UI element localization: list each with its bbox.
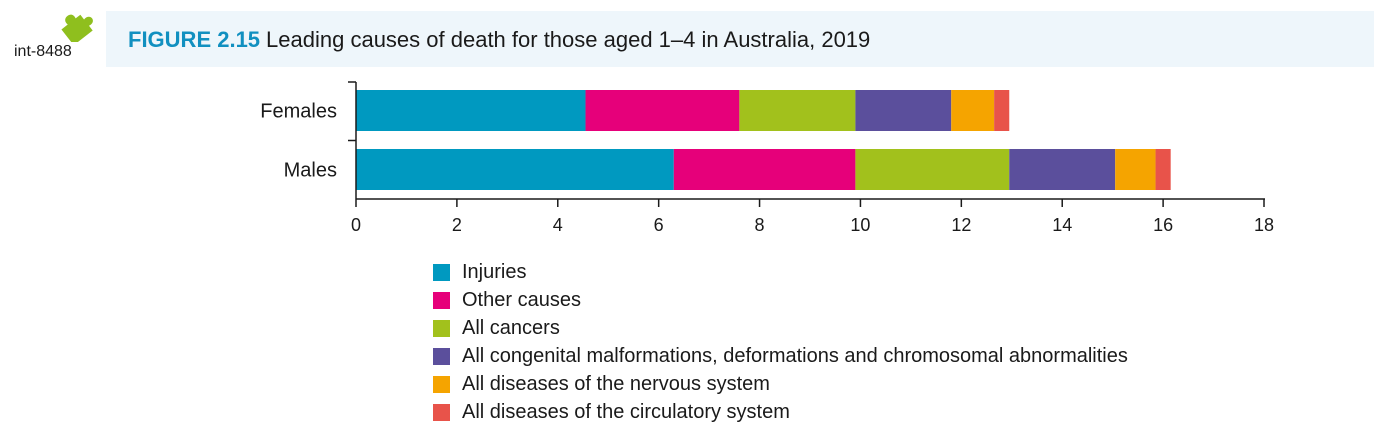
bar-segment-males-4 <box>1115 149 1156 190</box>
legend-item: Injuries <box>433 258 1128 286</box>
stacked-bar-chart: Females Males 0 2 4 6 8 10 12 14 16 18 <box>260 81 1274 235</box>
category-label: Males <box>284 160 337 182</box>
category-label: Females <box>260 101 337 123</box>
bar-group-females <box>356 90 1010 131</box>
x-tick-label: 2 <box>452 215 462 235</box>
figure-caption-bar: FIGURE 2.15 Leading causes of death for t… <box>106 11 1374 67</box>
legend-label: Other causes <box>462 288 581 311</box>
x-tick-label: 14 <box>1052 215 1072 235</box>
legend-swatch <box>433 291 450 309</box>
x-tick-label: 18 <box>1254 215 1274 235</box>
legend-label: All diseases of the nervous system <box>462 372 770 395</box>
bar-group-males <box>356 149 1171 190</box>
bar-segment-females-0 <box>356 90 586 131</box>
legend-swatch <box>433 375 450 393</box>
bar-segment-females-5 <box>994 90 1010 131</box>
bar-segment-females-3 <box>855 90 952 131</box>
legend-label: All diseases of the circulatory system <box>462 400 790 423</box>
bar-segment-males-0 <box>356 149 674 190</box>
x-tick-label: 16 <box>1153 215 1173 235</box>
legend-item: All cancers <box>433 314 1128 342</box>
chart-axes: 0 2 4 6 8 10 12 14 16 18 <box>348 81 1274 235</box>
legend-item: All diseases of the nervous system <box>433 370 1128 398</box>
bar-segment-females-2 <box>739 90 856 131</box>
legend-label: All congenital malformations, deformatio… <box>462 344 1128 367</box>
x-tick-label: 12 <box>951 215 971 235</box>
x-tick-label: 4 <box>553 215 563 235</box>
resource-id-label: int-8488 <box>14 43 72 60</box>
figure-caption: FIGURE 2.15 Leading causes of death for t… <box>128 27 870 53</box>
legend-item: All congenital malformations, deformatio… <box>433 342 1128 370</box>
x-tick-label: 6 <box>654 215 664 235</box>
puzzle-piece-icon[interactable] <box>57 8 95 42</box>
legend-swatch <box>433 403 450 421</box>
bar-segment-females-1 <box>585 90 740 131</box>
legend-label: All cancers <box>462 316 560 339</box>
legend-item: Other causes <box>433 286 1128 314</box>
x-tick-label: 0 <box>351 215 361 235</box>
legend-label: Injuries <box>462 260 527 283</box>
legend-swatch <box>433 319 450 337</box>
bar-segment-males-5 <box>1155 149 1171 190</box>
figure-number: FIGURE 2.15 <box>128 27 261 52</box>
chart-bars: Females Males <box>260 90 1171 190</box>
bar-segment-males-3 <box>1009 149 1116 190</box>
bar-segment-males-2 <box>855 149 1010 190</box>
bar-segment-males-1 <box>673 149 856 190</box>
resource-icon-area: int-8488 <box>0 0 105 68</box>
figure-title: Leading causes of death for those aged 1… <box>266 27 871 52</box>
legend-swatch <box>433 263 450 281</box>
legend-item: All diseases of the circulatory system <box>433 398 1128 426</box>
x-tick-label: 10 <box>850 215 870 235</box>
bar-segment-females-4 <box>951 90 995 131</box>
chart-legend: Injuries Other causes All cancers All conge… <box>433 258 1128 426</box>
legend-swatch <box>433 347 450 365</box>
x-tick-label: 8 <box>755 215 765 235</box>
